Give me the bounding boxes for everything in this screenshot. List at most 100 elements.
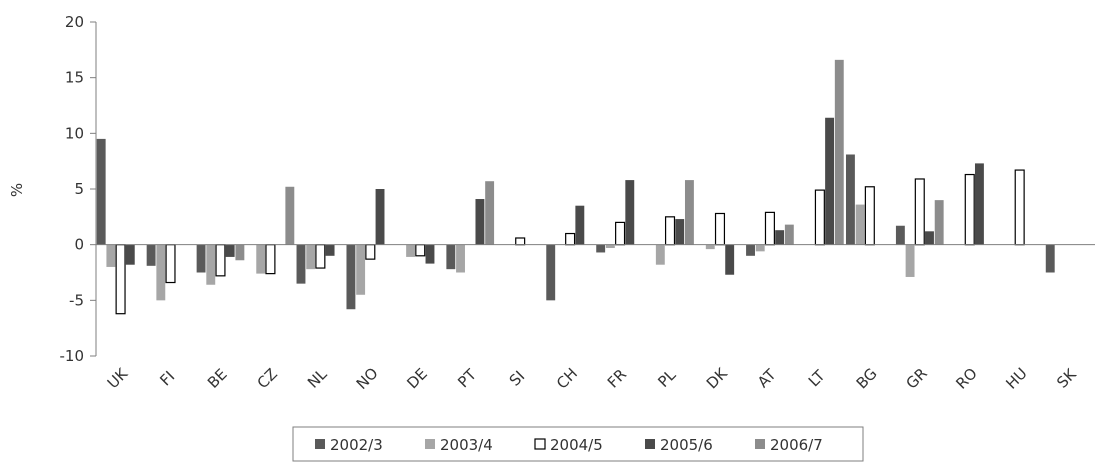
bar (206, 244, 216, 285)
bar (675, 219, 685, 245)
bar (784, 224, 794, 245)
bar (365, 244, 376, 260)
x-tick-label: DE (403, 365, 431, 393)
x-axis: UK FI BE CZ NL NO DE PT SI CH FR PL DK AT LT BG GR RO HU SK (96, 244, 1095, 393)
legend-box (292, 426, 864, 462)
bar (475, 199, 485, 245)
legend-swatch (425, 439, 435, 449)
y-tick-label: 10 (65, 124, 84, 142)
bar (834, 59, 844, 245)
x-tick-label: NO (353, 364, 382, 393)
bar (346, 244, 356, 310)
bar (115, 244, 126, 315)
bar (256, 244, 266, 274)
y-tick-label: 0 (74, 236, 84, 254)
bar (165, 244, 176, 284)
bar (705, 244, 715, 250)
x-tick-label: FR (604, 365, 630, 391)
bar (315, 244, 326, 269)
x-tick-label: LT (805, 366, 829, 390)
bar (905, 244, 915, 277)
bar (825, 117, 835, 245)
x-tick-label: CH (553, 364, 581, 392)
legend-label: 2005/6 (660, 436, 713, 454)
x-tick-label: UK (104, 364, 132, 392)
bar (146, 244, 156, 266)
bar (106, 244, 116, 267)
x-tick-label: PL (654, 365, 679, 390)
x-tick-label: GR (902, 364, 930, 392)
bar (125, 244, 135, 265)
legend-label: 2006/7 (770, 436, 823, 454)
legend-swatch (755, 439, 765, 449)
x-tick-label: AT (754, 365, 780, 391)
bar (934, 200, 944, 245)
y-tick-label: 5 (74, 180, 84, 198)
series-2003-4 (106, 204, 915, 301)
legend-swatch (534, 438, 546, 450)
bar (655, 244, 665, 265)
bar (714, 212, 726, 246)
bar (914, 178, 925, 246)
bar (446, 244, 456, 270)
bar (196, 244, 206, 273)
series-2005-6 (125, 117, 984, 275)
x-tick-label: DK (703, 364, 732, 393)
legend: 2002/3 2003/4 2004/5 2005/6 2006/7 (292, 426, 864, 462)
bar (265, 244, 276, 275)
x-tick-label: SI (506, 367, 529, 390)
y-axis: -10 -5 0 5 10 15 20 (60, 13, 97, 365)
bar (325, 244, 335, 256)
bar (375, 189, 385, 245)
bar (156, 244, 166, 301)
bar (725, 244, 735, 275)
bar (925, 231, 934, 245)
series-2004-5 (115, 169, 1025, 315)
legend-label: 2004/5 (550, 436, 603, 454)
bar (775, 230, 785, 245)
bar (515, 237, 526, 246)
x-tick-label: PT (454, 365, 480, 391)
bar (485, 181, 495, 245)
legend-label: 2002/3 (330, 436, 383, 454)
bar (615, 221, 626, 246)
bar (456, 244, 465, 273)
bar (406, 244, 416, 257)
y-axis-title: % (8, 183, 26, 197)
plot-area (96, 59, 1055, 315)
bar (1014, 169, 1025, 246)
x-tick-label: HU (1002, 364, 1030, 392)
y-tick-label: -10 (60, 347, 85, 365)
y-tick-label: 20 (65, 13, 84, 31)
bar (596, 244, 606, 253)
bar (565, 232, 576, 246)
bar (306, 244, 316, 270)
bar (855, 204, 865, 245)
bar (684, 180, 694, 245)
legend-label: 2003/4 (440, 436, 493, 454)
bar (664, 216, 676, 246)
bar (746, 244, 755, 256)
bar (605, 244, 615, 249)
x-tick-label: CZ (254, 365, 281, 392)
y-tick-label: 15 (65, 69, 84, 87)
legend-swatch (315, 439, 325, 449)
bar (425, 244, 435, 264)
bar (764, 211, 775, 246)
bar (864, 186, 875, 246)
x-tick-label: BG (853, 364, 881, 392)
bar (625, 180, 635, 245)
bar (415, 244, 426, 257)
bar (235, 244, 245, 261)
series-2006-7 (235, 59, 944, 261)
x-tick-label: NL (304, 365, 331, 392)
bar (964, 173, 975, 246)
bar (546, 244, 556, 301)
bar (845, 154, 855, 245)
series-2002-3 (96, 138, 1055, 310)
bar (356, 244, 366, 295)
bar (296, 244, 306, 284)
bar (96, 138, 106, 245)
bar (575, 205, 585, 245)
